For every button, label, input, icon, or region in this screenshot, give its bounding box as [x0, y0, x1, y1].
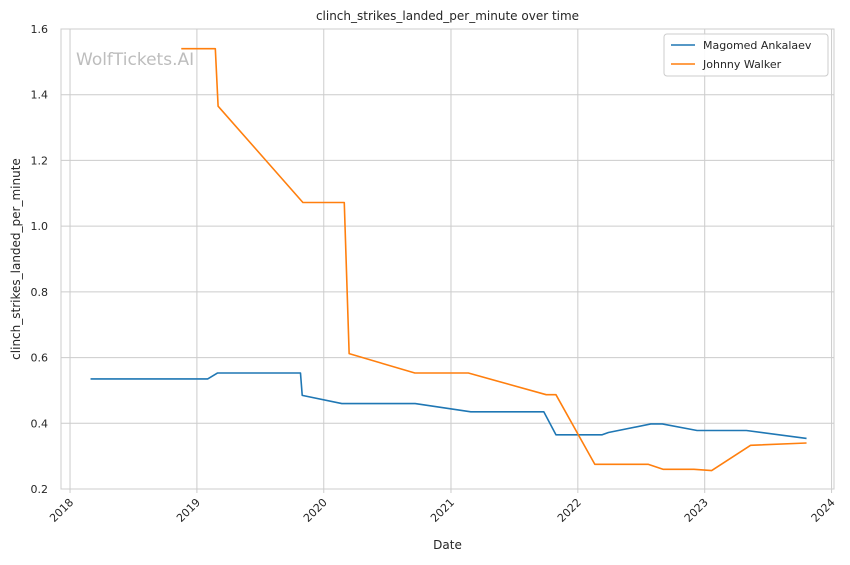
y-tick-label: 1.4 — [31, 89, 49, 102]
series-line-johnny-walker — [181, 47, 807, 472]
y-tick-label: 1.0 — [31, 220, 49, 233]
chart-title: clinch_strikes_landed_per_minute over ti… — [316, 9, 579, 23]
y-tick-label: 0.4 — [31, 417, 49, 430]
legend-box — [663, 33, 829, 77]
x-axis-title: Date — [433, 538, 462, 552]
y-tick-label: 1.6 — [31, 23, 49, 36]
plot-frame — [60, 28, 835, 490]
legend-label-johnny-walker: Johnny Walker — [702, 58, 782, 71]
y-tick-label: 0.6 — [31, 352, 49, 365]
y-axis-ticks: 0.2 0.4 0.6 0.8 1.0 1.2 1.4 1.6 — [31, 23, 49, 496]
watermark-text: WolfTickets.AI — [76, 50, 194, 70]
series-lines — [90, 47, 807, 472]
y-tick-label: 0.8 — [31, 286, 49, 299]
y-tick-label: 1.2 — [31, 154, 49, 167]
legend: Magomed Ankalaev Johnny Walker — [663, 33, 829, 77]
y-tick-label: 0.2 — [31, 483, 49, 496]
series-line-magomed-ankalaev — [90, 372, 807, 440]
y-axis-title: clinch_strikes_landed_per_minute — [9, 158, 23, 360]
grid — [61, 28, 834, 490]
legend-label-magomed-ankalaev: Magomed Ankalaev — [703, 39, 812, 52]
